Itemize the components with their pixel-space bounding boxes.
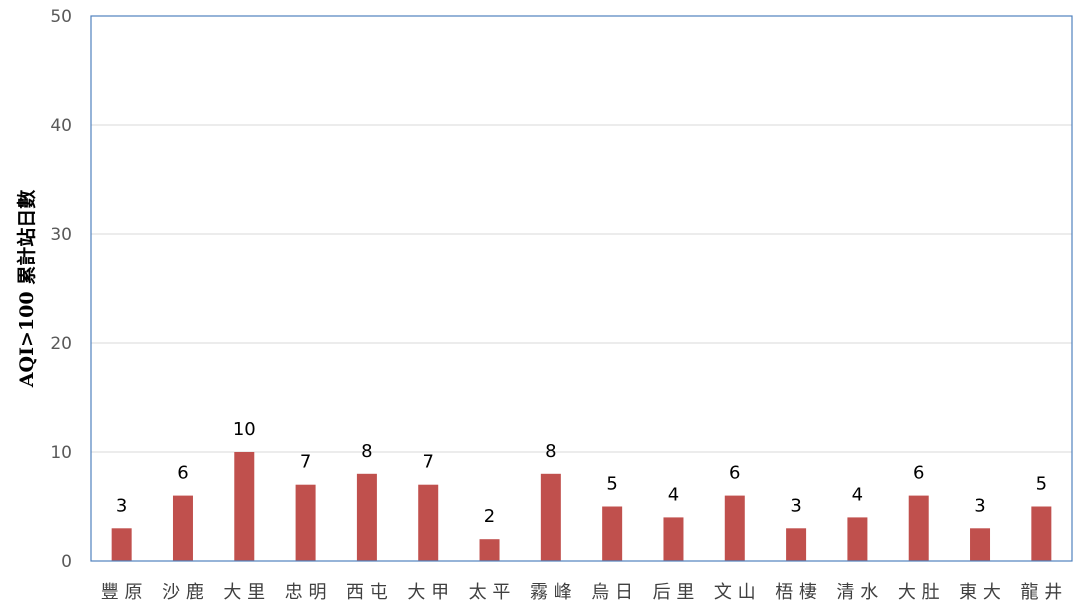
- x-category-label: 大 甲: [407, 582, 449, 603]
- bar: [418, 484, 439, 561]
- x-category-label: 東 大: [959, 582, 1001, 603]
- bar: [234, 452, 255, 561]
- data-labels: 3 6 10 7 8 7 2 8 5 4 6 3 4 6 3 5: [116, 419, 1047, 527]
- data-label: 7: [300, 452, 311, 473]
- data-label: 6: [177, 463, 188, 484]
- x-category-label: 沙 鹿: [162, 582, 204, 603]
- data-label: 3: [790, 495, 801, 516]
- data-label: 5: [1036, 474, 1047, 495]
- bar: [295, 484, 316, 561]
- bar: [724, 495, 745, 561]
- y-tick-label: 50: [50, 7, 72, 27]
- data-label: 2: [484, 506, 495, 527]
- bar: [172, 495, 193, 561]
- data-label: 7: [422, 452, 433, 473]
- bar: [847, 517, 868, 561]
- x-category-label: 忠 明: [285, 582, 327, 603]
- x-category-label: 后 里: [653, 582, 695, 603]
- y-tick-label: 30: [50, 225, 72, 245]
- data-label: 3: [116, 495, 127, 516]
- bar: [908, 495, 929, 561]
- data-label: 6: [913, 463, 924, 484]
- data-label: 4: [668, 484, 679, 505]
- x-category-label: 大 里: [223, 582, 265, 603]
- bar: [663, 517, 684, 561]
- data-label: 5: [606, 474, 617, 495]
- bar: [111, 528, 132, 561]
- y-tick-label: 10: [50, 443, 72, 463]
- plot-area-border: [90, 15, 1073, 562]
- x-category-label: 豐 原: [101, 582, 143, 603]
- bar: [602, 506, 623, 561]
- bar: [356, 473, 377, 561]
- x-category-label: 清 水: [837, 582, 879, 603]
- bar: [540, 473, 561, 561]
- bars: [111, 452, 1052, 561]
- x-category-label: 龍 井: [1020, 582, 1062, 603]
- y-axis-title: AQI>100 累計站日數: [15, 190, 38, 388]
- gridlines: [91, 124, 1072, 453]
- bar: [479, 539, 500, 561]
- x-category-label: 烏 日: [591, 582, 633, 603]
- x-category-label: 太 平: [469, 582, 511, 603]
- bar: [786, 528, 807, 561]
- data-label: 6: [729, 463, 740, 484]
- x-category-label: 大 肚: [898, 582, 940, 603]
- data-label: 10: [233, 419, 256, 440]
- x-axis-categories: 豐 原沙 鹿大 里忠 明西 屯大 甲太 平霧 峰烏 日后 里文 山梧 棲清 水大…: [101, 582, 1062, 603]
- x-category-label: 文 山: [714, 582, 756, 603]
- x-category-label: 霧 峰: [530, 582, 572, 603]
- data-label: 4: [852, 484, 863, 505]
- y-axis-ticks: 0 10 20 30 40 50: [50, 7, 72, 572]
- x-category-label: 西 屯: [346, 582, 388, 603]
- x-category-label: 梧 棲: [775, 582, 817, 603]
- y-tick-label: 40: [50, 116, 72, 136]
- y-tick-label: 20: [50, 334, 72, 354]
- data-label: 8: [361, 441, 372, 462]
- data-label: 3: [974, 495, 985, 516]
- bar: [970, 528, 991, 561]
- bar: [1031, 506, 1052, 561]
- y-tick-label: 0: [61, 552, 72, 572]
- data-label: 8: [545, 441, 556, 462]
